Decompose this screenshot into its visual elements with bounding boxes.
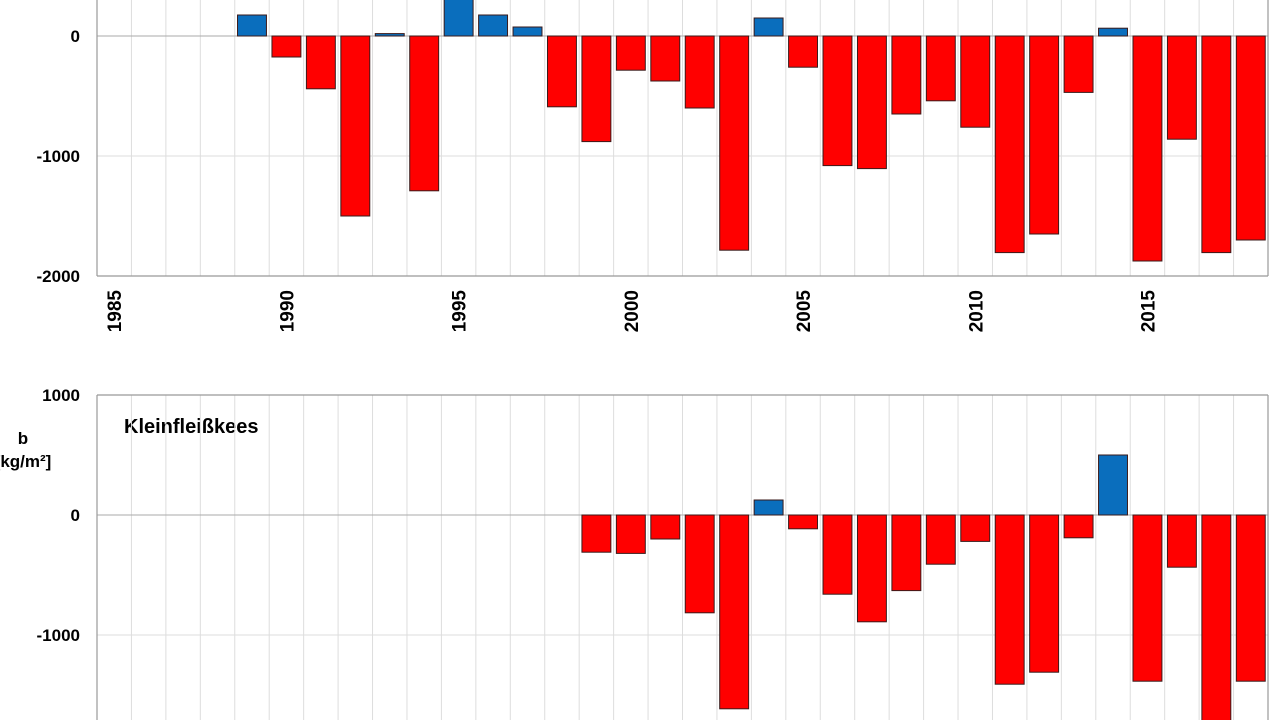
bar-2018 bbox=[1235, 514, 1266, 682]
bar-2014 bbox=[1098, 454, 1128, 516]
bar-1991 bbox=[305, 35, 336, 90]
bar-1995 bbox=[443, 0, 474, 37]
bar-1999 bbox=[581, 514, 612, 553]
bar-2015 bbox=[1132, 514, 1163, 682]
bar-1994 bbox=[409, 35, 440, 192]
y-tick-label: 1000 bbox=[42, 386, 80, 405]
bar-1997 bbox=[512, 26, 543, 37]
bottom-chart-kleinfleisskees: Kleinfleißkees b [kg/m²] 1000 0 -1000 bbox=[0, 386, 1269, 720]
x-tick-label: 2010 bbox=[966, 290, 987, 332]
y-axis-label-line2: [kg/m²] bbox=[0, 452, 51, 471]
bar-2006 bbox=[822, 514, 853, 595]
chart-title: Kleinfleißkees bbox=[124, 416, 259, 438]
bar-2010 bbox=[960, 514, 991, 542]
bar-2007 bbox=[856, 35, 887, 170]
bar-2002 bbox=[684, 514, 715, 614]
bar-1990 bbox=[271, 35, 302, 58]
bar-2003 bbox=[719, 35, 750, 251]
y-tick-label: -1000 bbox=[37, 147, 80, 166]
x-tick-label: 1995 bbox=[450, 290, 471, 333]
bar-2001 bbox=[650, 514, 681, 540]
bar-2004 bbox=[753, 17, 784, 37]
x-tick-label: 1990 bbox=[277, 290, 298, 332]
bar-2008 bbox=[891, 35, 922, 115]
bar-2014 bbox=[1098, 27, 1128, 37]
bar-2007 bbox=[856, 514, 887, 623]
y-tick-label: -1000 bbox=[37, 626, 80, 645]
bar-1989 bbox=[237, 14, 267, 37]
bar-2016 bbox=[1166, 514, 1197, 568]
bar-2018 bbox=[1235, 35, 1266, 241]
bar-2017 bbox=[1201, 35, 1232, 254]
bar-2009 bbox=[925, 35, 956, 102]
top-chart: 0 -1000 -2000 1985 1990 1995 2000 2005 2010 2015 bbox=[37, 0, 1269, 333]
bar-2011 bbox=[994, 35, 1025, 254]
bar-2008 bbox=[891, 514, 922, 592]
bar-2015 bbox=[1132, 35, 1163, 262]
bar-2004 bbox=[753, 499, 784, 516]
x-tick-label: 2015 bbox=[1138, 290, 1159, 333]
bar-2013 bbox=[1063, 35, 1094, 93]
bar-2000 bbox=[615, 514, 646, 554]
bar-2000 bbox=[615, 35, 646, 71]
y-tick-label: 0 bbox=[71, 27, 80, 46]
bar-2002 bbox=[684, 35, 715, 109]
bar-2005 bbox=[788, 514, 819, 530]
x-tick-label: 2000 bbox=[622, 290, 643, 332]
x-tick-label: 2005 bbox=[794, 290, 815, 333]
bar-2003 bbox=[719, 514, 750, 710]
bar-2016 bbox=[1166, 35, 1197, 140]
bar-1992 bbox=[340, 35, 371, 217]
bar-2013 bbox=[1063, 514, 1094, 539]
bar-2012 bbox=[1029, 514, 1060, 673]
bar-2017 bbox=[1201, 514, 1232, 720]
y-tick-label: -2000 bbox=[37, 267, 80, 286]
bar-1993 bbox=[374, 33, 405, 37]
bar-2001 bbox=[650, 35, 681, 82]
bar-2012 bbox=[1029, 35, 1060, 235]
bar-1996 bbox=[478, 14, 509, 37]
bar-1999 bbox=[581, 35, 612, 143]
y-axis-label-line1: b bbox=[18, 429, 28, 448]
bar-2006 bbox=[822, 35, 853, 167]
bar-2005 bbox=[788, 35, 819, 68]
y-tick-label: 0 bbox=[71, 506, 80, 525]
bar-2009 bbox=[925, 514, 956, 565]
x-tick-label: 1985 bbox=[105, 290, 126, 333]
bar-2010 bbox=[960, 35, 991, 128]
bar-1998 bbox=[546, 35, 577, 108]
bar-2011 bbox=[994, 514, 1025, 685]
